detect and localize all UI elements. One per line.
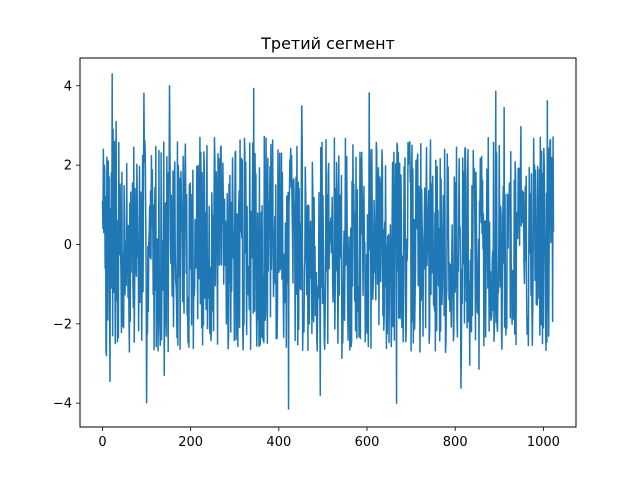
y-tick-label: −4: [53, 397, 72, 412]
x-axis: 0 200 400 600 800 1000: [98, 427, 560, 450]
y-axis: −4 −2 0 2 4: [53, 79, 80, 412]
x-tick-label: 400: [266, 435, 291, 450]
x-tick-label: 800: [443, 435, 468, 450]
x-tick-label: 600: [355, 435, 380, 450]
y-tick-label: −2: [53, 317, 72, 332]
y-tick-label: 4: [64, 79, 72, 94]
x-tick-label: 200: [178, 435, 203, 450]
plot-area: [101, 73, 555, 410]
series-line-signal: [101, 73, 555, 410]
x-tick-label: 1000: [527, 435, 560, 450]
axes-frame: [79, 57, 577, 428]
chart-title: Третий сегмент: [260, 34, 395, 53]
y-tick-label: 2: [64, 159, 72, 174]
x-tick-label: 0: [98, 435, 106, 450]
y-tick-label: 0: [64, 238, 72, 253]
